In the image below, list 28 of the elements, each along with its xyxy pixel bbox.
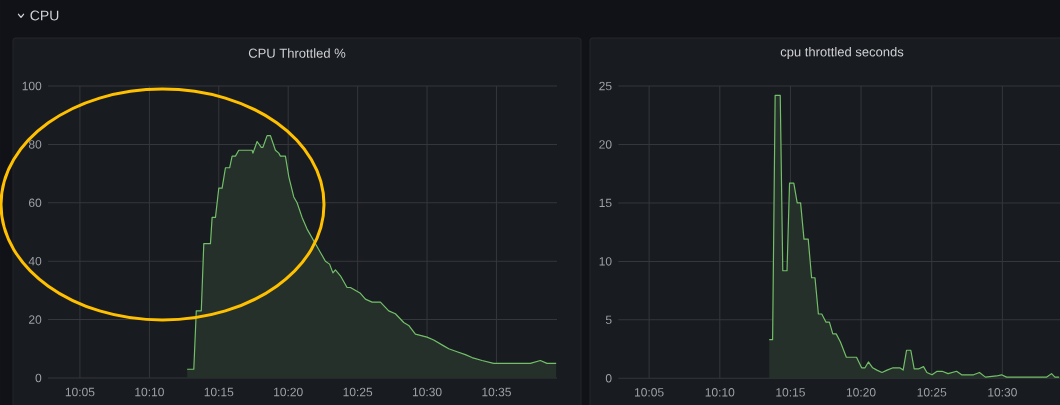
- x-tick-label: 10:05: [65, 387, 95, 397]
- x-tick-label: 10:20: [274, 387, 303, 397]
- y-tick-label: 0: [605, 374, 612, 383]
- x-tick-label: 10:30: [988, 388, 1017, 397]
- y-tick-label: 80: [28, 140, 42, 149]
- y-tick-label: 60: [29, 198, 42, 208]
- x-tick-label: 10:30: [412, 387, 442, 397]
- y-tick-label: 40: [28, 256, 42, 266]
- y-tick-label: 0: [35, 373, 42, 383]
- y-tick-label: 25: [599, 81, 612, 91]
- x-tick-label: 10:05: [634, 388, 664, 397]
- x-tick-label: 10:15: [204, 387, 234, 397]
- x-tick-label: 10:10: [135, 387, 164, 397]
- x-tick-label: 10:35: [482, 387, 511, 397]
- x-tick-label: 10:25: [343, 387, 373, 397]
- y-tick-label: 10: [599, 257, 612, 266]
- y-tick-label: 20: [29, 315, 42, 324]
- y-tick-label: 15: [599, 198, 612, 208]
- x-tick-label: 10:25: [917, 388, 947, 397]
- y-tick-label: 20: [599, 140, 612, 149]
- chart-title: CPU Throttled %: [248, 48, 346, 58]
- x-tick-label: 10:15: [776, 388, 805, 397]
- y-tick-label: 5: [605, 315, 612, 325]
- x-tick-label: 10:20: [846, 388, 876, 397]
- chart-title: cpu throttled seconds: [780, 46, 904, 60]
- y-tick-label: 100: [22, 81, 42, 91]
- x-tick-label: 10:10: [705, 388, 735, 397]
- text: CPU: [30, 10, 59, 21]
